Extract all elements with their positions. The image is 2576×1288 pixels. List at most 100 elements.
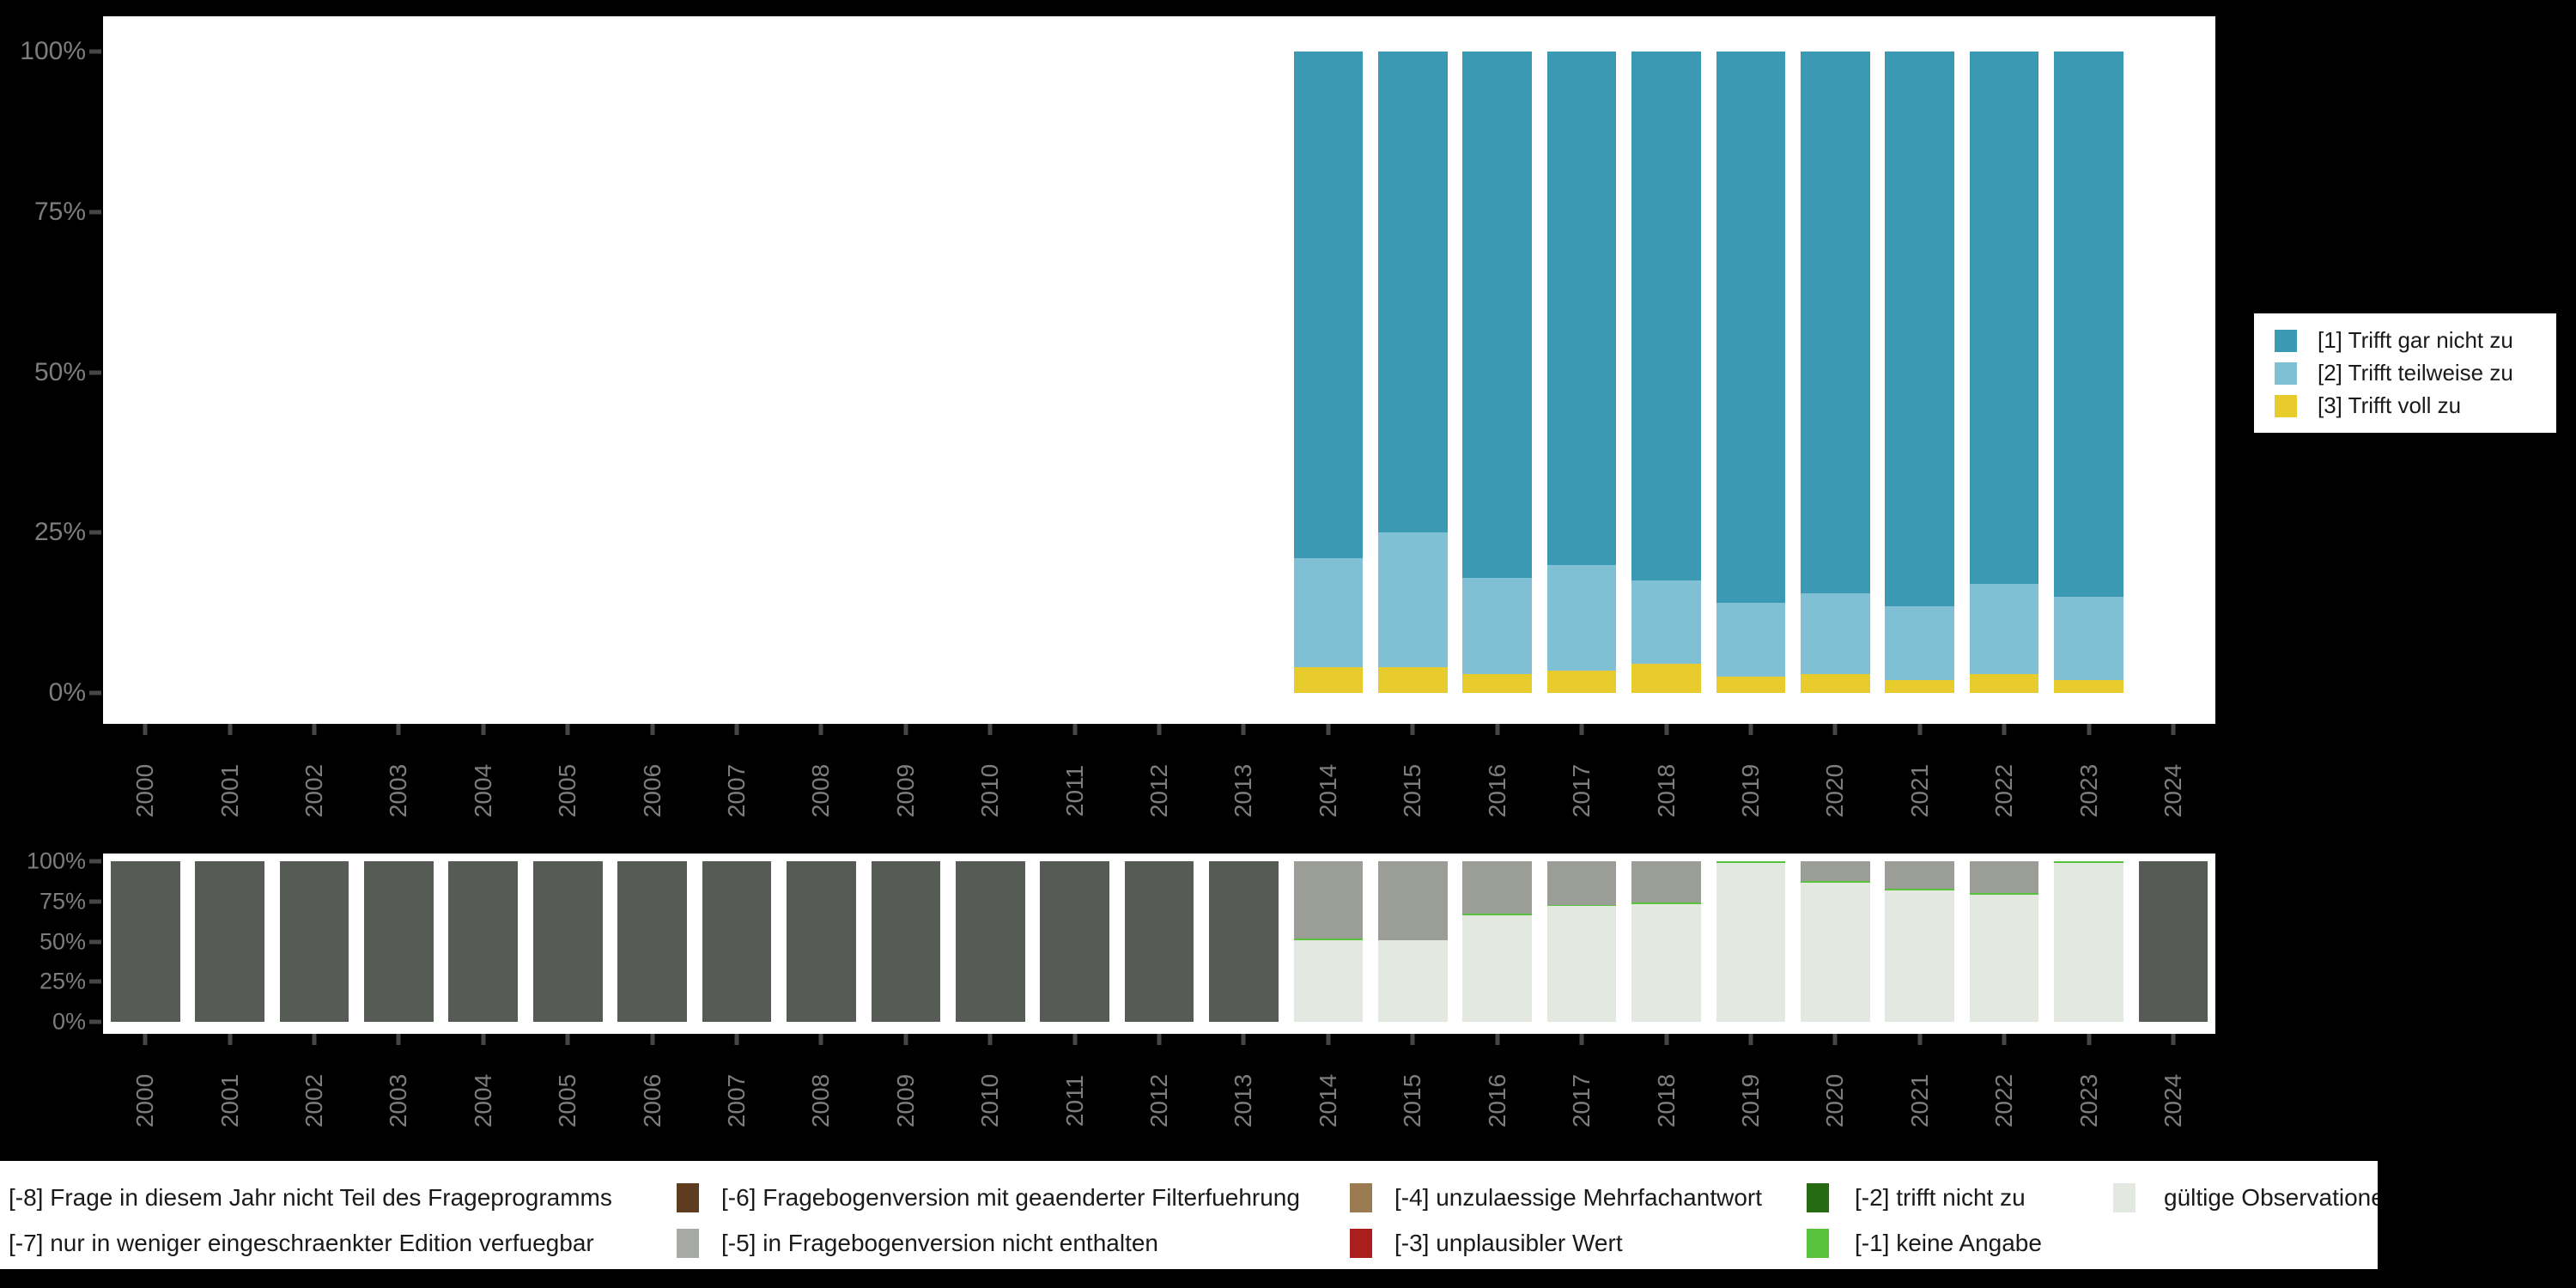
bar-segment (1546, 904, 1617, 907)
bar-segment (1462, 913, 1533, 915)
x-axis-year-label: 2012 (1145, 1073, 1173, 1128)
x-axis-year-label: 2021 (1905, 763, 1933, 818)
x-axis-tick-mark (1241, 1034, 1246, 1045)
stacked-bar-2016 (1462, 52, 1533, 693)
x-axis-tick-mark (396, 1034, 401, 1045)
x-axis-year-slot: 2002 (272, 724, 356, 844)
year-slot-2005 (526, 861, 610, 1022)
year-slot-2003 (356, 52, 440, 693)
legend-entry-label: [2] Trifft teilweise zu (2318, 360, 2513, 386)
x-axis-year-label: 2006 (638, 1073, 665, 1128)
x-axis-year-label: 2010 (976, 1073, 1004, 1128)
x-axis-year-slot: 2003 (356, 1034, 440, 1154)
x-axis-tick-mark (2087, 1034, 2092, 1045)
x-axis-tick-mark (2002, 724, 2007, 735)
bar-segment (1377, 939, 1448, 1022)
missing-legend-key-swatch (1350, 1183, 1372, 1212)
bar-segment (1546, 670, 1617, 693)
year-slot-2014 (1286, 861, 1370, 1022)
missing-legend-key-swatch (677, 1229, 699, 1258)
x-axis-year-slot: 2011 (1032, 724, 1116, 844)
stacked-bar-2014 (1293, 861, 1364, 1022)
x-axis-year-label: 2000 (131, 763, 159, 818)
stacked-bar-2015 (1377, 52, 1448, 693)
y-axis-tick-label: 100% (20, 37, 86, 65)
y-axis-tick-mark (89, 370, 101, 374)
bar-segment (1800, 673, 1870, 693)
x-axis-tick-mark (818, 1034, 823, 1045)
bar-segment (1885, 861, 1955, 889)
year-slot-2017 (1540, 52, 1624, 693)
bar-segment (2054, 596, 2123, 681)
x-axis-year-label: 2001 (216, 1073, 243, 1128)
x-axis-year-label: 2021 (1905, 1073, 1933, 1128)
y-axis-tick-mark (89, 899, 101, 904)
bar-segment (110, 861, 180, 1022)
response-legend: [1] Trifft gar nicht zu [2] Trifft teilwe… (2254, 313, 2556, 433)
bar-segment (1716, 862, 1786, 1022)
year-slot-2016 (1455, 52, 1540, 693)
year-slot-2020 (1793, 52, 1877, 693)
x-axis-year-slot: 2005 (526, 724, 610, 844)
x-axis-year-slot: 2009 (864, 1034, 948, 1154)
x-axis-year-label: 2018 (1652, 763, 1680, 818)
x-axis-year-label: 2000 (131, 1073, 159, 1128)
x-axis-tick-mark (987, 1034, 993, 1045)
year-slot-2004 (441, 861, 526, 1022)
x-axis-year-label: 2019 (1736, 1073, 1764, 1128)
x-axis-tick-mark (650, 724, 655, 735)
year-slot-2002 (272, 861, 356, 1022)
x-axis-tick-mark (650, 1034, 655, 1045)
x-axis-tick-mark (1917, 1034, 1923, 1045)
bar-segment (2054, 680, 2123, 693)
y-axis-tick-mark (89, 1019, 101, 1024)
x-axis-year-slot: 2012 (1117, 1034, 1201, 1154)
x-axis-year-slot: 2001 (187, 724, 271, 844)
bar-segment (1209, 861, 1279, 1022)
stacked-bar-2008 (787, 861, 856, 1022)
year-slot-2019 (1709, 52, 1793, 693)
x-axis-tick-mark (2002, 1034, 2007, 1045)
x-axis-tick-mark (312, 1034, 317, 1045)
bar-segment (1124, 861, 1194, 1022)
bar-segment (1546, 564, 1617, 671)
x-axis-year-slot: 2018 (1624, 724, 1708, 844)
x-axis-year-slot: 2006 (610, 724, 694, 844)
x-axis-tick-mark (1410, 724, 1415, 735)
x-axis-year-slot: 2000 (103, 724, 187, 844)
missing-legend-label: [-2] trifft nicht zu (1855, 1184, 2026, 1211)
x-axis-year-label: 2024 (2159, 1073, 2186, 1128)
bar-segment (1800, 883, 1870, 1022)
year-slot-2002 (272, 52, 356, 693)
x-axis-year-label: 2004 (469, 1073, 496, 1128)
missing-codes-legend: [-8] Frage in diesem Jahr nicht Teil des… (0, 1161, 2378, 1269)
x-axis-tick-mark (143, 1034, 148, 1045)
x-axis-tick-mark (1072, 724, 1078, 735)
y-axis-tick-label: 0% (52, 1008, 86, 1035)
bar-segment (1293, 938, 1364, 940)
x-axis-year-label: 2002 (301, 1073, 328, 1128)
x-axis-year-label: 2011 (1060, 764, 1088, 817)
bar-segment (1885, 606, 1955, 681)
bar-segment (1377, 52, 1448, 533)
x-axis-tick-mark (228, 724, 233, 735)
stacked-bar-2018 (1631, 861, 1701, 1022)
bar-segment (1293, 667, 1364, 693)
bar-segment (1885, 888, 1955, 890)
x-axis-tick-mark (2171, 1034, 2176, 1045)
stacked-bar-2018 (1631, 52, 1701, 693)
x-axis-tick-mark (903, 1034, 908, 1045)
x-axis-year-slot: 2003 (356, 724, 440, 844)
missing-legend-key-swatch (1807, 1229, 1829, 1258)
x-axis-year-label: 2012 (1145, 763, 1173, 818)
x-axis-year-label: 2017 (1568, 763, 1595, 818)
x-axis-year-slot: 2010 (948, 1034, 1032, 1154)
y-axis-tick-mark (89, 979, 101, 984)
bar-segment (1631, 902, 1701, 904)
x-axis-year-label: 2010 (976, 763, 1004, 818)
x-axis-year-label: 2009 (891, 1073, 919, 1128)
bar-segment (1800, 861, 1870, 882)
x-axis-tick-mark (143, 724, 148, 735)
missing-legend-label: [-1] keine Angabe (1855, 1230, 2042, 1256)
